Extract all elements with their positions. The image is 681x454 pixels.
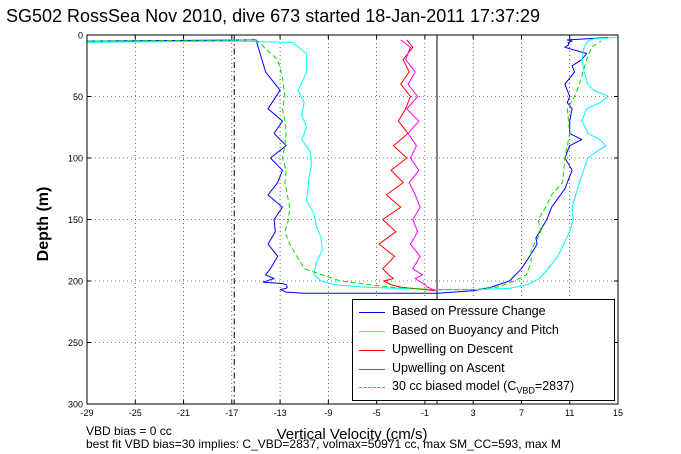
legend-swatch	[359, 369, 385, 370]
grid-lines	[87, 35, 618, 404]
series-line	[86, 37, 619, 291]
series-line	[86, 39, 602, 291]
legend-item-descent: Upwelling on Descent	[353, 342, 614, 359]
best-fit-note: best fit VBD bias=30 implies: C_VBD=2837…	[86, 437, 561, 451]
y-tick-label: 300	[68, 400, 83, 410]
legend-label: Based on Buoyancy and Pitch	[392, 323, 559, 337]
legend-swatch	[359, 331, 385, 332]
legend-label: Based on Pressure Change	[392, 304, 546, 318]
x-tick-label: -9	[324, 408, 332, 418]
y-tick-label: 100	[68, 154, 83, 164]
series-line	[378, 39, 435, 292]
legend-swatch	[359, 387, 385, 388]
legend-item-ascent: Upwelling on Ascent	[353, 361, 614, 378]
y-tick-label: 50	[73, 92, 83, 102]
x-tick-label: -25	[129, 408, 142, 418]
x-axis-label: Vertical Velocity (cm/s)	[276, 426, 428, 443]
legend-item-buoyancy: Based on Buoyancy and Pitch	[353, 323, 614, 340]
legend-label: Upwelling on Descent	[392, 342, 513, 356]
x-tick-label: -13	[274, 408, 287, 418]
legend-swatch	[359, 350, 385, 351]
x-tick-label: 3	[471, 408, 476, 418]
x-tick-label: 7	[519, 408, 524, 418]
x-tick-label: -1	[421, 408, 429, 418]
x-tick-label: 15	[613, 408, 623, 418]
y-tick-label: 250	[68, 338, 83, 348]
chart-title: SG502 RossSea Nov 2010, dive 673 started…	[6, 6, 541, 26]
vbd-bias-note: VBD bias = 0 cc	[86, 424, 172, 438]
legend-label: Upwelling on Ascent	[392, 361, 505, 375]
legend-item-model: 30 cc biased model (CVBD=2837)	[353, 379, 614, 396]
x-tick-label: -5	[373, 408, 381, 418]
y-tick-label: 200	[68, 277, 83, 287]
y-tick-label: 0	[78, 31, 83, 41]
legend-swatch	[359, 312, 385, 313]
x-tick-label: -29	[80, 408, 93, 418]
legend: Based on Pressure Change Based on Buoyan…	[352, 299, 615, 401]
series-line	[86, 37, 609, 294]
series-line	[400, 39, 438, 292]
legend-label: 30 cc biased model (CVBD=2837)	[392, 379, 575, 396]
axis-ticks: -29 -25 -21 -17 -13 -9 -5 -1 3 7 11 150501001502002…	[68, 31, 623, 419]
x-tick-label: -21	[177, 408, 190, 418]
y-tick-label: 150	[68, 215, 83, 225]
x-tick-label: -17	[225, 408, 238, 418]
x-tick-label: 11	[565, 408, 574, 418]
legend-item-pressure: Based on Pressure Change	[353, 304, 614, 321]
series-lines	[86, 37, 619, 294]
